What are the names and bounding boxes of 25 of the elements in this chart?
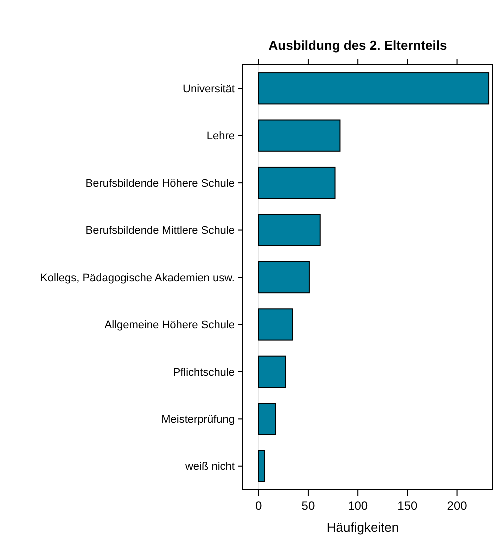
bar	[258, 308, 294, 341]
y-tick-label: weiß nicht	[184, 461, 235, 474]
y-tick-label: Meisterprüfung	[162, 414, 235, 426]
y-tick-label: Berufsbildende Mittlere Schule	[86, 225, 235, 238]
x-tick-label: 0	[256, 499, 263, 513]
y-tick-label: Pflichtschule	[173, 366, 235, 379]
y-tick-label: Universität	[183, 83, 235, 96]
bar	[258, 403, 276, 436]
bar	[258, 166, 336, 200]
x-tick-label: 100	[348, 499, 368, 513]
x-axis-title: Häufigkeiten	[326, 520, 400, 535]
y-tick-label: Berufsbildende Höhere Schule	[86, 178, 235, 190]
bar	[258, 356, 286, 388]
y-tick-label: Lehre	[206, 130, 235, 143]
x-tick-label: 50	[302, 499, 316, 513]
y-tick-label: Kollegs, Pädagogische Akademien usw.	[40, 272, 235, 284]
bar	[258, 450, 266, 482]
x-tick-label: 200	[447, 499, 468, 513]
bar	[258, 214, 321, 246]
y-tick-label: Allgemeine Höhere Schule	[104, 320, 235, 332]
bar	[258, 120, 341, 152]
x-tick-label: 150	[398, 499, 418, 513]
bar	[258, 72, 490, 105]
chart-title: Ausbildung des 2. Elternteils	[268, 38, 448, 53]
bar	[258, 261, 310, 294]
